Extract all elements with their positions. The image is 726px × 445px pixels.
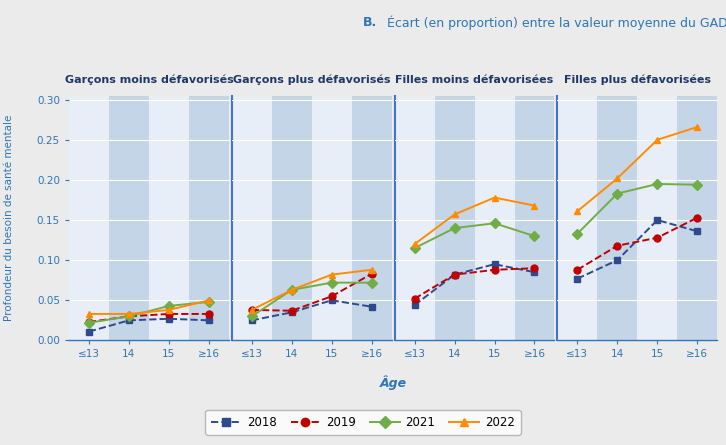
Text: Profondeur du besoin de santé mentale: Profondeur du besoin de santé mentale: [4, 115, 14, 321]
Text: Garçons moins défavorisés: Garçons moins défavorisés: [65, 74, 233, 85]
Bar: [677, 96, 717, 340]
Bar: [435, 96, 475, 340]
Bar: [637, 96, 677, 340]
Legend: 2018, 2019, 2021, 2022: 2018, 2019, 2021, 2022: [205, 410, 521, 435]
Text: B.: B.: [363, 16, 378, 28]
Text: Écart (en proportion) entre la valeur moyenne du GAD-7 inversé et la valeur seui: Écart (en proportion) entre la valeur mo…: [383, 16, 726, 30]
Text: Garçons plus défavorisés: Garçons plus défavorisés: [233, 74, 391, 85]
Bar: [232, 96, 272, 340]
Text: Filles moins défavorisées: Filles moins défavorisées: [396, 75, 554, 85]
Bar: [475, 96, 515, 340]
Bar: [69, 96, 109, 340]
Bar: [351, 96, 392, 340]
Bar: [272, 96, 311, 340]
Bar: [597, 96, 637, 340]
Bar: [109, 96, 149, 340]
Bar: [149, 96, 189, 340]
Bar: [311, 96, 351, 340]
Bar: [395, 96, 435, 340]
Bar: [515, 96, 555, 340]
Text: Âge: Âge: [380, 376, 407, 390]
Bar: [189, 96, 229, 340]
Bar: [558, 96, 597, 340]
Text: Filles plus défavorisées: Filles plus défavorisées: [564, 74, 711, 85]
